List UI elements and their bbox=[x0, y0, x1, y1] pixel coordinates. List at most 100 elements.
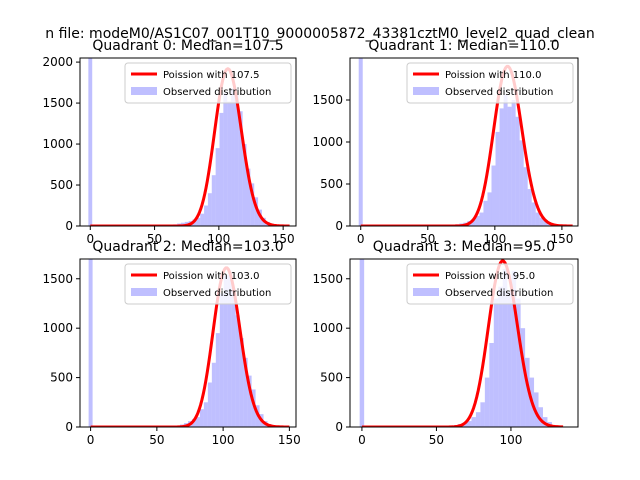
axes-frame bbox=[349, 258, 579, 428]
legend-patch-swatch bbox=[413, 87, 439, 95]
histogram-bar bbox=[196, 217, 201, 226]
legend: Poission with 103.0 Observed distribution bbox=[124, 263, 292, 305]
x-tick-label: 50 bbox=[149, 433, 164, 447]
histogram-bar bbox=[207, 382, 212, 427]
axes-frame bbox=[79, 57, 297, 227]
y-tick-label: 0 bbox=[65, 420, 73, 434]
poisson-curve bbox=[361, 259, 564, 427]
histogram-bar bbox=[242, 144, 247, 226]
histogram-bar bbox=[531, 202, 536, 226]
histogram-bar bbox=[503, 94, 508, 226]
histogram-bar bbox=[227, 101, 232, 226]
legend-label-poisson: Poission with 95.0 bbox=[445, 271, 535, 282]
histogram-bar bbox=[238, 111, 243, 226]
y-tick-label: 1000 bbox=[42, 137, 73, 151]
legend-label-observed: Observed distribution bbox=[163, 288, 271, 299]
histogram-bar bbox=[215, 333, 220, 427]
legend: Poission with 110.0 Observed distribution bbox=[406, 62, 574, 104]
histogram-bar bbox=[475, 412, 481, 427]
plot-area bbox=[88, 58, 290, 226]
y-tick-label: 0 bbox=[65, 219, 73, 233]
y-tick-label: 0 bbox=[335, 420, 343, 434]
histogram-bar bbox=[250, 183, 255, 226]
histogram-bar bbox=[471, 219, 476, 226]
histogram-bar bbox=[511, 270, 517, 427]
legend-label-poisson: Poission with 107.5 bbox=[163, 70, 259, 81]
legend: Poission with 107.5 Observed distribution bbox=[124, 62, 292, 104]
histogram-bar bbox=[491, 165, 496, 226]
x-tick-label: 0 bbox=[358, 433, 366, 447]
y-tick-label: 1000 bbox=[312, 321, 343, 335]
histogram-bar bbox=[88, 259, 93, 427]
legend-patch-swatch bbox=[131, 288, 157, 296]
subplot-title: Quadrant 0: Median=107.5 bbox=[92, 38, 283, 54]
histogram-bar bbox=[471, 417, 476, 427]
y-tick-label: 500 bbox=[50, 178, 73, 192]
histogram-bar bbox=[359, 259, 365, 427]
histogram-bar bbox=[254, 197, 259, 226]
histogram-bar bbox=[538, 407, 543, 427]
axes-frame bbox=[79, 258, 297, 428]
histogram-bar bbox=[203, 402, 208, 427]
poisson-curve bbox=[360, 64, 573, 226]
subplot-title: Quadrant 3: Median=95.0 bbox=[373, 239, 555, 255]
histogram-bar bbox=[199, 409, 204, 427]
legend-patch-swatch bbox=[413, 288, 439, 296]
histogram-bar bbox=[234, 94, 239, 226]
histogram-bar bbox=[215, 148, 220, 226]
legend-box bbox=[406, 263, 574, 305]
plot-area bbox=[359, 259, 564, 427]
y-tick-label: 500 bbox=[320, 177, 343, 191]
poisson-curve bbox=[90, 266, 290, 427]
legend-label-poisson: Poission with 103.0 bbox=[163, 271, 259, 282]
histogram-bar bbox=[358, 58, 363, 226]
figure-suptitle: n file: modeM0/AS1C07_001T10_9000005872_… bbox=[45, 26, 594, 42]
histogram-bar bbox=[520, 328, 526, 427]
histogram-bar bbox=[507, 291, 512, 427]
legend-box bbox=[406, 62, 574, 104]
histogram-bar bbox=[495, 131, 500, 226]
x-tick-label: 150 bbox=[550, 232, 573, 246]
histogram-bar bbox=[493, 298, 499, 427]
legend-label-observed: Observed distribution bbox=[163, 87, 271, 98]
histogram-bar bbox=[204, 205, 208, 226]
histogram-bar bbox=[247, 375, 252, 427]
x-tick-label: 100 bbox=[483, 232, 506, 246]
x-tick-label: 0 bbox=[357, 232, 365, 246]
y-tick-label: 2000 bbox=[42, 55, 73, 69]
x-tick-label: 100 bbox=[499, 433, 522, 447]
histogram-bar bbox=[479, 212, 484, 226]
histogram-bar bbox=[515, 116, 520, 226]
histogram-bar bbox=[543, 220, 548, 226]
histogram-bar bbox=[523, 167, 528, 226]
histogram-bar bbox=[227, 274, 232, 427]
histogram-bar bbox=[195, 417, 200, 427]
y-tick-label: 500 bbox=[320, 371, 343, 385]
legend-patch-swatch bbox=[131, 87, 157, 95]
histogram-bar bbox=[507, 106, 512, 226]
histogram-bar bbox=[239, 338, 244, 427]
legend-box bbox=[124, 62, 292, 104]
x-tick-label: 100 bbox=[212, 433, 235, 447]
histogram-bar bbox=[487, 192, 492, 226]
x-tick-label: 50 bbox=[420, 232, 435, 246]
histogram-bar bbox=[246, 168, 251, 226]
y-tick-label: 1500 bbox=[42, 96, 73, 110]
y-tick-label: 1000 bbox=[42, 321, 73, 335]
histogram-bar bbox=[88, 58, 93, 226]
histogram-bar bbox=[235, 315, 240, 427]
y-tick-label: 1500 bbox=[312, 93, 343, 107]
histogram-bar bbox=[219, 293, 224, 427]
histogram-bar bbox=[211, 362, 216, 427]
histogram-bar bbox=[525, 357, 530, 427]
y-tick-label: 1500 bbox=[42, 272, 73, 286]
x-tick-label: 150 bbox=[278, 433, 301, 447]
histogram-bar bbox=[499, 108, 504, 226]
histogram-bar bbox=[480, 402, 485, 427]
x-tick-label: 50 bbox=[429, 433, 444, 447]
histogram-bar bbox=[484, 377, 490, 427]
